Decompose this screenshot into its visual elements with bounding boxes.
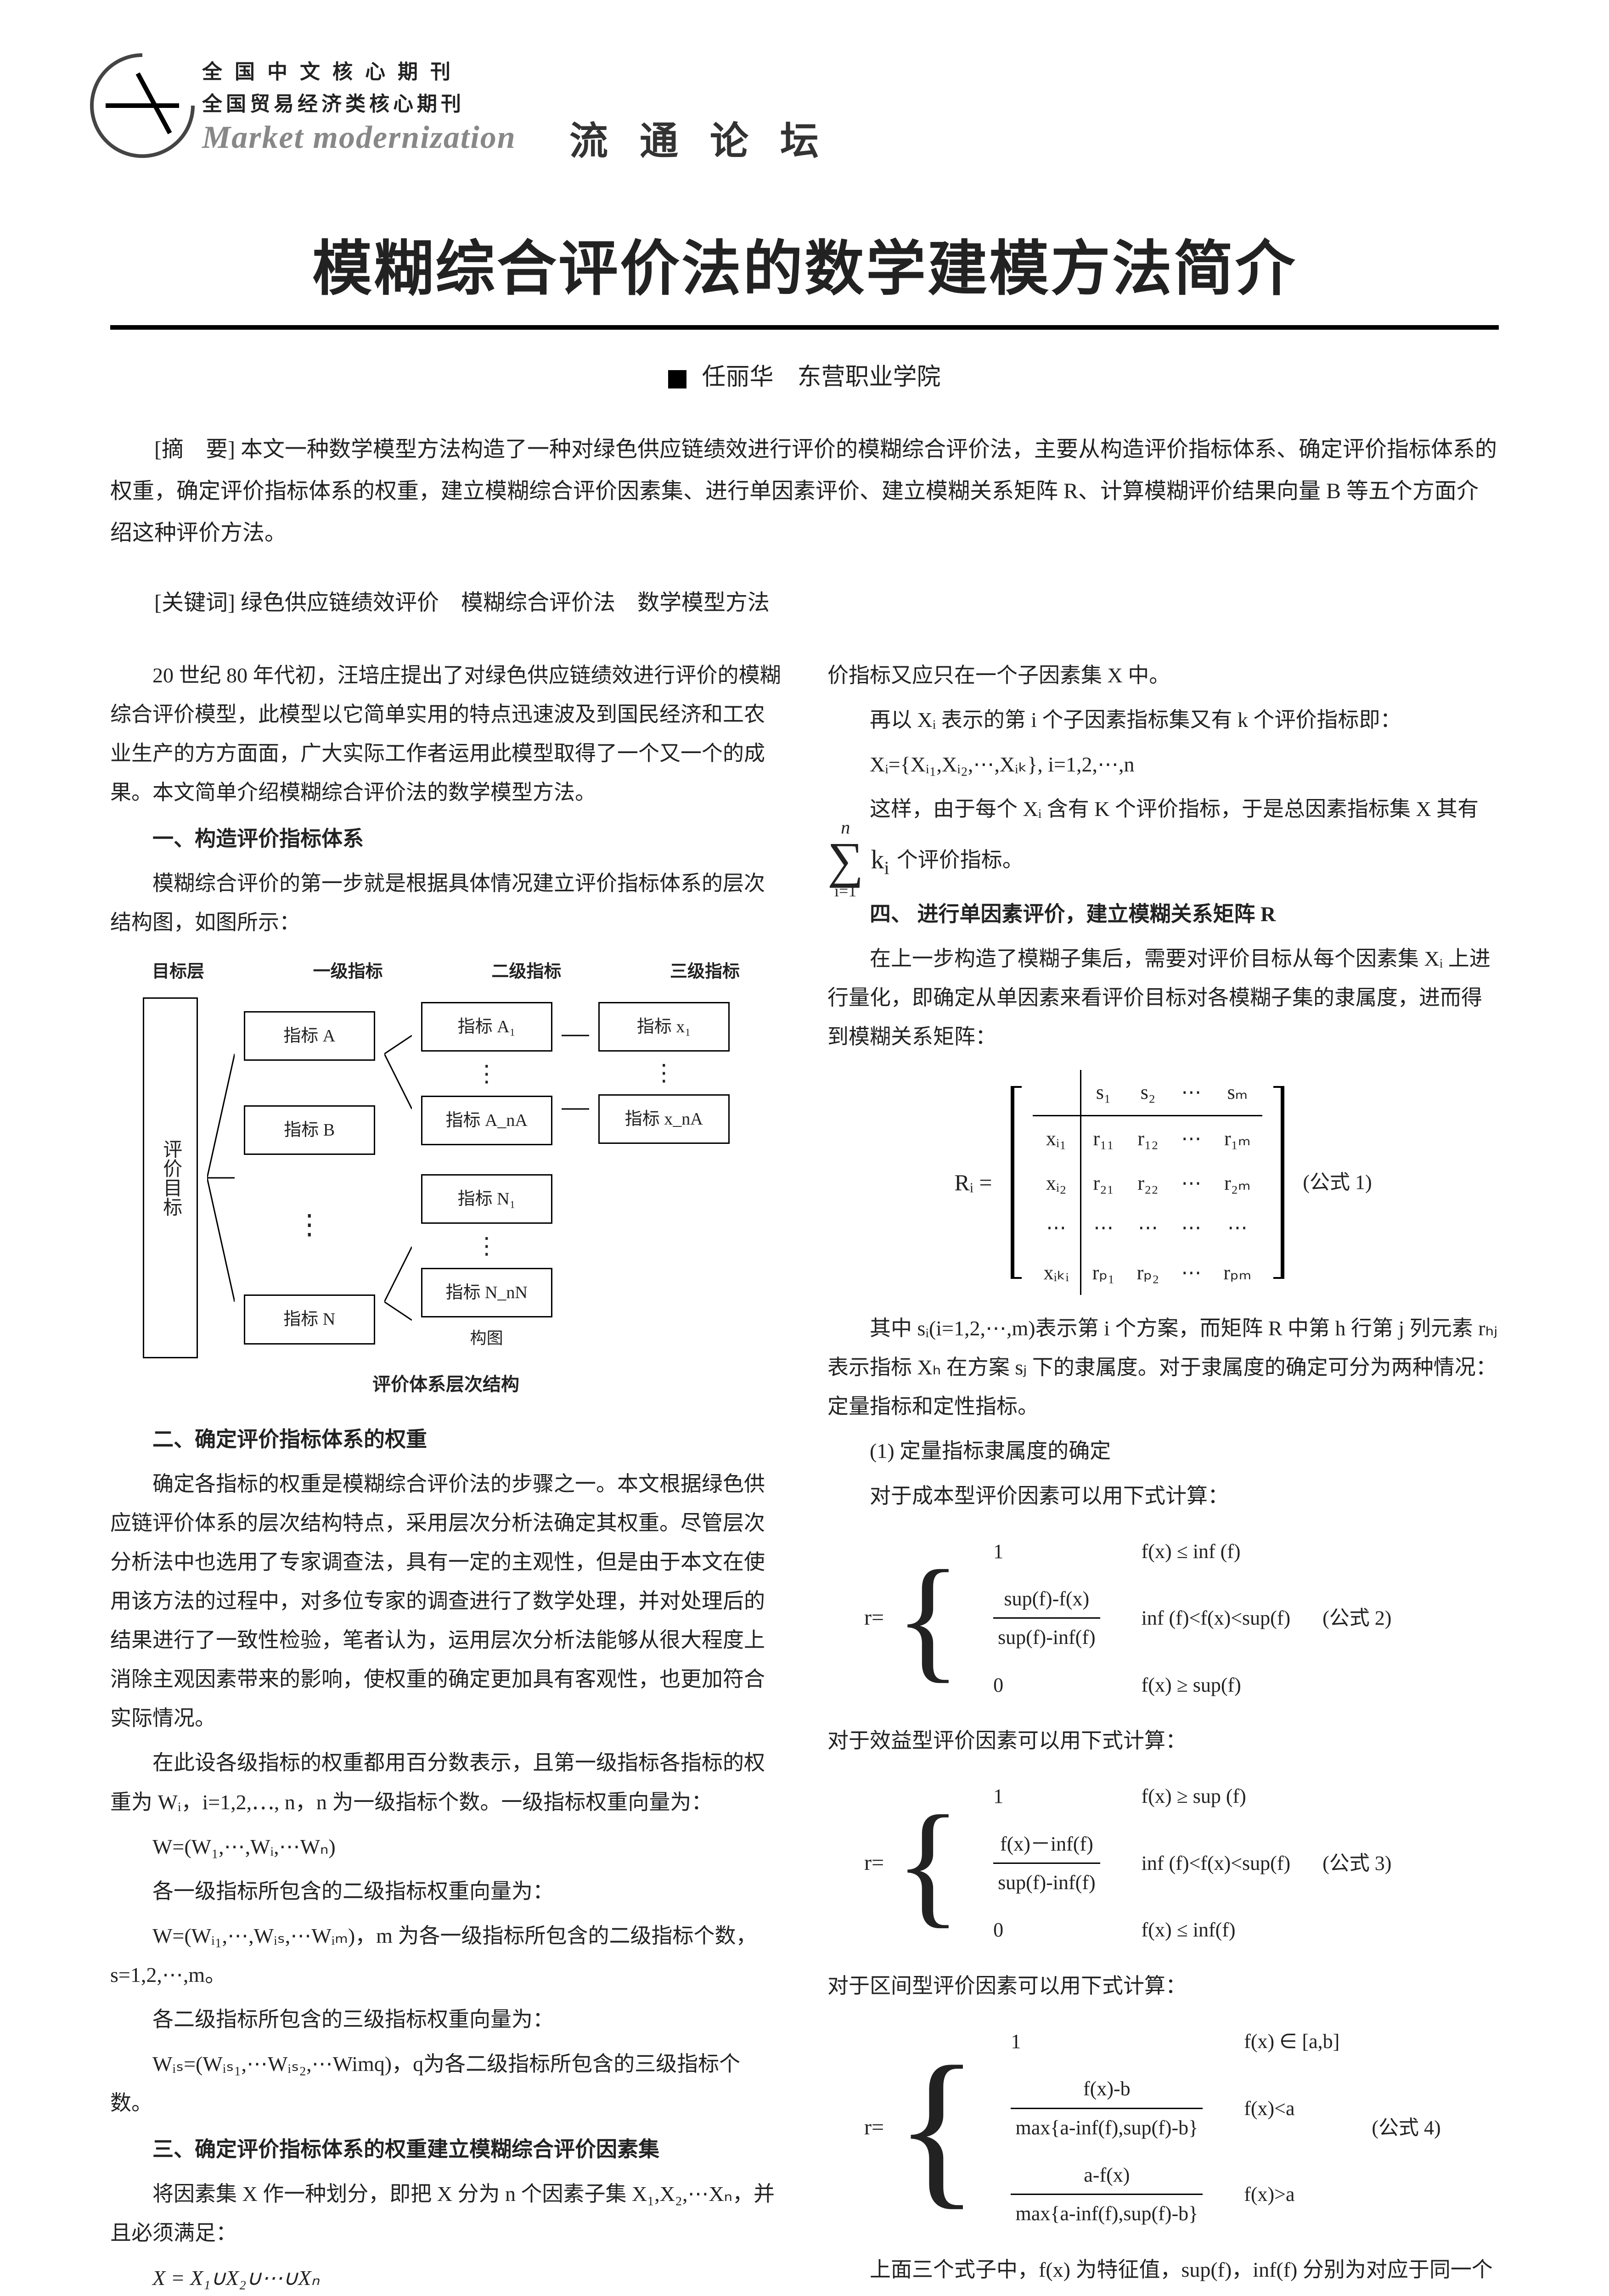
byline: 任丽华 东营职业学院 xyxy=(110,357,1499,392)
c1-h2: 二、确定评价指标体系的权重 xyxy=(110,1420,782,1459)
c1-p2: 模糊综合评价的第一步就是根据具体情况建立评价指标体系的层次结构图，如图所示： xyxy=(110,864,782,942)
brace-icon: { xyxy=(895,1570,961,1666)
keywords-text: 绿色供应链绩效评价 模糊综合评价法 数学模型方法 xyxy=(241,591,770,615)
diag-lvl1: 指标 A 指标 B ⋮ 指标 N xyxy=(244,997,375,1358)
diag-lbl-3: 三级指标 xyxy=(670,956,740,988)
formula-2: r= { 1f(x) ≤ inf (f) sup(f)-f(x)sup(f)-i… xyxy=(864,1527,1499,1710)
formula-3: r= { 1f(x) ≥ sup (f) f(x)－inf(f)sup(f)-i… xyxy=(864,1772,1499,1954)
keywords-label: [关键词] xyxy=(154,591,235,615)
diag-lbl-2: 二级指标 xyxy=(491,956,561,988)
article-title: 模糊综合评价法的数学建模方法简介 xyxy=(110,220,1499,307)
sigma-icon: ∑ni=1 xyxy=(827,845,863,875)
diagram-col-labels: 目标层 一级指标 二级指标 三级指标 xyxy=(143,956,749,988)
brace-icon-4: { xyxy=(895,2066,979,2189)
c2-p3: 这样，由于每个 Xᵢ 含有 K 个评价指标，于是总因素指标集 X 其有 xyxy=(827,789,1499,828)
c1-p1: 20 世纪 80 年代初，汪培庄提出了对绿色供应链绩效进行评价的模糊综合评价模型… xyxy=(110,656,782,812)
abstract: [摘 要] 本文一种数学模型方法构造了一种对绿色供应链绩效进行评价的模糊综合评价… xyxy=(110,428,1499,554)
journal-tag-2: 全国贸易经济类核心期刊 xyxy=(202,87,516,117)
diag-l3-x1: 指标 x₁ xyxy=(598,1002,730,1052)
c2-p1: 价指标又应只在一个子因素集 X 中。 xyxy=(827,656,1499,695)
c1-eq4: X = X₁∪X₂∪⋯∪Xₙ xyxy=(110,2258,782,2296)
journal-tag-1: 全 国 中 文 核 心 期 刊 xyxy=(202,55,516,84)
diag-l2-n1: 指标 N₁ xyxy=(421,1174,552,1224)
matrix-r: Rᵢ = s₁ s₂ ⋯ sₘ xᵢ₁r₁₁r₁₂⋯r₁ₘ xᵢ₂r₂₁r₂₂⋯… xyxy=(827,1070,1499,1295)
diag-lbl-0: 目标层 xyxy=(152,956,204,988)
c2-p10: 上面三个式子中，f(x) 为特征值，sup(f)，inf(f) 分别为对应于同一… xyxy=(827,2250,1499,2296)
diag-l2-ana: 指标 A_nA xyxy=(421,1096,552,1145)
diag-conn-2 xyxy=(384,997,412,1358)
formula-4: r= { 1f(x) ∈ [a,b] f(x)-bmax{a-inf(f),su… xyxy=(864,2017,1499,2238)
section-label: 流 通 论 坛 xyxy=(569,110,830,166)
c1-eq1: W=(W₁,⋯,Wᵢ,⋯Wₙ) xyxy=(110,1827,782,1866)
c2-eq1: Xᵢ={Xᵢ₁,Xᵢ₂,⋯,Xᵢₖ}, i=1,2,⋯,n xyxy=(827,745,1499,784)
c1-p6: 各二级指标所包含的三级指标权重向量为： xyxy=(110,2000,782,2039)
hierarchy-diagram: 目标层 一级指标 二级指标 三级指标 评价目标 指标 A 指标 B ⋮ 指标 N xyxy=(143,956,749,1401)
swirl-icon xyxy=(83,46,202,165)
diag-goal: 评价目标 xyxy=(143,997,198,1358)
c2-p9: 对于区间型评价因素可以用下式计算： xyxy=(827,1966,1499,2005)
diag-lvl3: 指标 x₁ ⋮ 指标 x_nA xyxy=(598,997,730,1358)
diag-conn-3 xyxy=(562,997,589,1358)
matrix-table: s₁ s₂ ⋯ sₘ xᵢ₁r₁₁r₁₂⋯r₁ₘ xᵢ₂r₂₁r₂₂⋯r₂ₘ ⋯… xyxy=(1033,1070,1263,1295)
c1-eq2: W=(Wᵢ₁,⋯,Wᵢₛ,⋯Wᵢₘ)，m 为各一级指标所包含的二级指标个数，s=… xyxy=(110,1916,782,1994)
bracket-right-icon xyxy=(1281,1086,1284,1279)
diagram-caption: 评价体系层次结构 xyxy=(143,1367,749,1401)
formula-4-label: (公式 4) xyxy=(1372,2109,1440,2146)
brace-icon-3: { xyxy=(895,1815,961,1912)
page-header: 全 国 中 文 核 心 期 刊 全国贸易经济类核心期刊 Market moder… xyxy=(110,55,1499,184)
diag-sublabel: 构图 xyxy=(421,1323,552,1354)
c1-eq3: Wᵢₛ=(Wᵢₛ₁,⋯Wᵢₛ₂,⋯Wimq)，q为各二级指标所包含的三级指标个数… xyxy=(110,2044,782,2122)
c2-p4: 在上一步构造了模糊子集后，需要对评价目标从每个因素集 Xᵢ 上进行量化，即确定从… xyxy=(827,939,1499,1056)
diag-lvl2: 指标 A₁ ⋮ 指标 A_nA 指标 N₁ ⋮ 指标 N_nN 构图 xyxy=(421,997,552,1358)
c1-p3: 确定各指标的权重是模糊综合评价法的步骤之一。本文根据绿色供应链评价体系的层次结构… xyxy=(110,1464,782,1738)
title-rule xyxy=(110,325,1499,330)
c2-p5: 其中 sᵢ(i=1,2,⋯,m)表示第 i 个方案，而矩阵 R 中第 h 行第 … xyxy=(827,1309,1499,1426)
c1-h3: 三、确定评价指标体系的权重建立模糊综合评价因素集 xyxy=(110,2130,782,2169)
journal-italic: Market modernization xyxy=(202,119,516,156)
matrix-prefix: Rᵢ = xyxy=(954,1161,992,1204)
diag-conn-1 xyxy=(207,997,235,1358)
diag-l2-a1: 指标 A₁ xyxy=(421,1002,552,1052)
diag-l2-nnn: 指标 N_nN xyxy=(421,1268,552,1317)
keywords: [关键词] 绿色供应链绩效评价 模糊综合评价法 数学模型方法 xyxy=(110,582,1499,624)
c1-p7: 将因素集 X 作一种划分，即把 X 分为 n 个因素子集 X₁,X₂,⋯Xₙ，并… xyxy=(110,2174,782,2252)
diag-l1-n: 指标 N xyxy=(244,1294,375,1344)
matrix-label: (公式 1) xyxy=(1303,1164,1372,1201)
c1-p4: 在此设各级指标的权重都用百分数表示，且第一级指标各指标的权重为 Wᵢ，i=1,2… xyxy=(110,1743,782,1821)
abstract-text: 本文一种数学模型方法构造了一种对绿色供应链绩效进行评价的模糊综合评价法，主要从构… xyxy=(110,437,1497,545)
abstract-label: [摘 要] xyxy=(154,437,235,461)
formula-2-label: (公式 2) xyxy=(1322,1599,1391,1637)
c2-p2: 再以 Xᵢ 表示的第 i 个子因素指标集又有 k 个评价指标即： xyxy=(827,700,1499,739)
c2-p6: (1) 定量指标隶属度的确定 xyxy=(827,1431,1499,1470)
c2-h4: 四、 进行单因素评价，建立模糊关系矩阵 R xyxy=(827,895,1499,934)
diag-lbl-1: 一级指标 xyxy=(313,956,383,988)
byline-text: 任丽华 东营职业学院 xyxy=(702,364,940,390)
c1-p5: 各一级指标所包含的二级指标权重向量为： xyxy=(110,1872,782,1911)
diag-l1-b: 指标 B xyxy=(244,1105,375,1155)
body-columns: 20 世纪 80 年代初，汪培庄提出了对绿色供应链绩效进行评价的模糊综合评价模型… xyxy=(110,656,1499,2296)
diag-l3-xna: 指标 x_nA xyxy=(598,1094,730,1144)
c2-p8: 对于效益型评价因素可以用下式计算： xyxy=(827,1721,1499,1760)
journal-tags: 全 国 中 文 核 心 期 刊 全国贸易经济类核心期刊 Market moder… xyxy=(202,55,516,156)
sum-equation: ∑ni=1 ki 个评价指标。 xyxy=(827,835,1499,885)
sum-after: 个评价指标。 xyxy=(897,840,1024,879)
c1-h1: 一、构造评价指标体系 xyxy=(110,819,782,858)
column-right: 价指标又应只在一个子因素集 X 中。 再以 Xᵢ 表示的第 i 个子因素指标集又… xyxy=(827,656,1499,2296)
formula-3-label: (公式 3) xyxy=(1322,1845,1391,1882)
byline-square-icon xyxy=(668,370,686,388)
diag-l1-a: 指标 A xyxy=(244,1011,375,1061)
column-left: 20 世纪 80 年代初，汪培庄提出了对绿色供应链绩效进行评价的模糊综合评价模型… xyxy=(110,656,782,2296)
bracket-left-icon xyxy=(1011,1086,1014,1279)
c2-p7: 对于成本型评价因素可以用下式计算： xyxy=(827,1476,1499,1515)
